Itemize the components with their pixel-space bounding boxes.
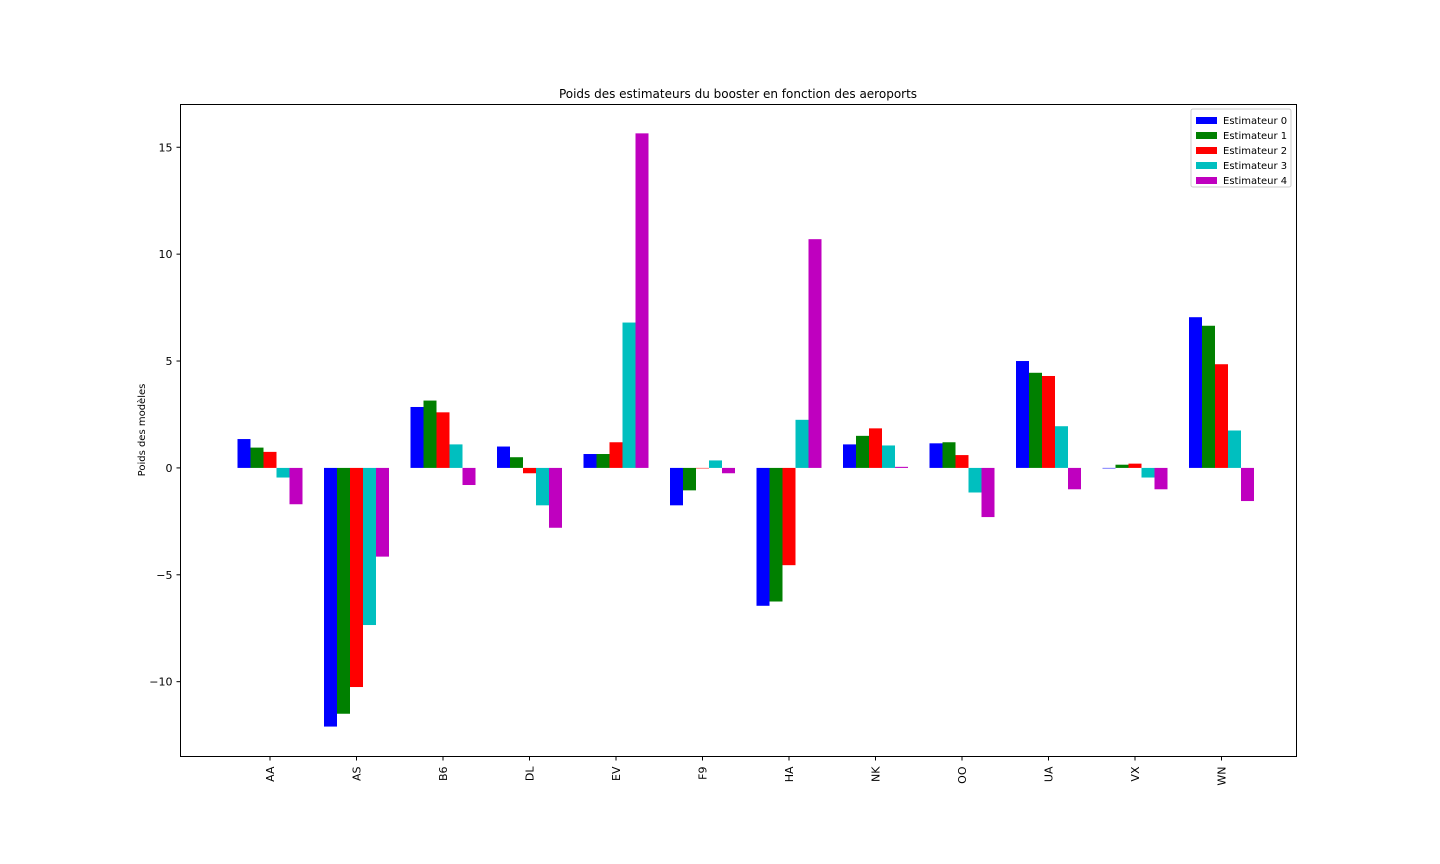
bar-aa-series-3 [276, 467, 290, 478]
y-tick-label: 10 [159, 248, 173, 261]
x-tick-label-as: AS [351, 766, 364, 781]
bar-aa-series-1 [250, 447, 264, 468]
bar-oo-series-1 [942, 442, 956, 468]
bar-as-series-1 [337, 467, 350, 714]
y-tick-label: 5 [166, 355, 173, 368]
x-tick-label-nk: NK [870, 766, 883, 782]
chart-title: Poids des estimateurs du booster en fonc… [559, 87, 917, 101]
legend-label-3: Estimateur 3 [1223, 161, 1287, 172]
bar-ha-series-4 [808, 239, 822, 468]
bar-aa-series-2 [263, 451, 277, 468]
bar-nk-series-2 [869, 428, 882, 468]
bar-ev-series-1 [596, 454, 610, 468]
bar-vx-series-2 [1128, 463, 1142, 468]
x-tick-label-aa: AA [264, 766, 277, 782]
legend-swatch-1 [1196, 132, 1217, 139]
bar-b6-series-2 [436, 412, 450, 468]
legend: Estimateur 0 Estimateur 1 Estimateur 2 Esti… [1190, 108, 1292, 188]
bar-f9-series-4 [722, 467, 735, 474]
bar-ua-series-3 [1055, 426, 1068, 468]
bar-wn-series-4 [1241, 467, 1254, 502]
bar-vx-series-3 [1141, 467, 1155, 478]
bar-wn-series-0 [1189, 317, 1202, 468]
bar-b6-series-1 [423, 400, 437, 468]
y-tick-label: −10 [149, 676, 172, 689]
bar-vx-series-4 [1154, 467, 1168, 490]
bar-nk-series-1 [856, 435, 869, 468]
x-axis: AA AS B6 DL EV F9 HA NK OO UA VX WN [264, 756, 1229, 786]
bar-ev-series-4 [635, 133, 649, 468]
bar-ua-series-0 [1016, 361, 1029, 468]
bar-ha-series-1 [769, 467, 783, 602]
bar-dl-series-4 [549, 467, 562, 528]
bar-b6-series-4 [462, 467, 476, 486]
legend-label-2: Estimateur 2 [1223, 146, 1287, 157]
y-axis-label: Poids des modèles [136, 384, 148, 477]
bar-ha-series-3 [795, 419, 809, 468]
bar-wn-series-1 [1202, 325, 1215, 468]
y-tick-label: −5 [156, 569, 172, 582]
bar-oo-series-2 [955, 455, 969, 468]
bar-oo-series-4 [981, 467, 995, 518]
legend-swatch-4 [1196, 177, 1217, 184]
bar-as-series-3 [363, 467, 376, 626]
bar-vx-series-0 [1102, 467, 1116, 469]
plot-frame [180, 104, 1297, 757]
bar-ev-series-0 [583, 454, 597, 468]
bar-aa-series-0 [237, 439, 251, 468]
bar-ua-series-2 [1042, 375, 1055, 468]
bar-f9-series-1 [683, 467, 696, 491]
bar-vx-series-1 [1115, 464, 1129, 468]
bar-oo-series-0 [929, 443, 943, 468]
x-tick-label-f9: F9 [697, 767, 710, 780]
legend-label-0: Estimateur 0 [1223, 116, 1287, 127]
bar-nk-series-4 [895, 466, 908, 468]
bar-f9-series-2 [696, 467, 709, 469]
bar-as-series-4 [376, 467, 389, 557]
x-tick-label-ev: EV [610, 766, 623, 781]
bar-wn-series-3 [1228, 430, 1241, 468]
bar-as-series-2 [350, 467, 363, 688]
bar-ev-series-2 [609, 442, 623, 468]
x-tick-label-wn: WN [1216, 767, 1229, 786]
x-tick-label-dl: DL [524, 766, 537, 781]
x-tick-label-vx: VX [1129, 766, 1142, 782]
bar-dl-series-3 [536, 467, 549, 506]
bar-aa-series-4 [289, 467, 303, 505]
bar-nk-series-3 [882, 445, 895, 468]
bar-dl-series-0 [497, 446, 510, 468]
bar-ev-series-3 [622, 322, 636, 468]
bar-b6-series-3 [449, 444, 463, 468]
legend-swatch-2 [1196, 147, 1217, 154]
bar-f9-series-0 [670, 467, 683, 506]
legend-swatch-0 [1196, 117, 1217, 124]
bars-group [237, 133, 1254, 727]
bar-wn-series-2 [1215, 364, 1228, 468]
bar-ha-series-0 [756, 467, 770, 606]
x-tick-label-ha: HA [783, 766, 796, 782]
bar-dl-series-2 [523, 467, 536, 474]
legend-label-4: Estimateur 4 [1223, 176, 1287, 187]
y-tick-label: 0 [166, 462, 173, 475]
bar-f9-series-3 [709, 460, 722, 468]
bar-oo-series-3 [968, 467, 982, 493]
x-tick-label-b6: B6 [437, 767, 450, 782]
bar-ha-series-2 [782, 467, 796, 566]
bar-dl-series-1 [510, 457, 523, 468]
bar-b6-series-0 [410, 406, 424, 468]
x-tick-label-ua: UA [1043, 766, 1056, 782]
bar-ua-series-4 [1068, 467, 1081, 490]
x-tick-label-oo: OO [956, 766, 969, 784]
y-axis: −10 −5 0 5 10 15 [149, 141, 181, 689]
y-tick-label: 15 [159, 141, 173, 154]
legend-swatch-3 [1196, 162, 1217, 169]
legend-label-1: Estimateur 1 [1223, 131, 1287, 142]
bar-nk-series-0 [843, 444, 856, 468]
bar-as-series-0 [324, 467, 337, 727]
bar-ua-series-1 [1029, 372, 1042, 468]
